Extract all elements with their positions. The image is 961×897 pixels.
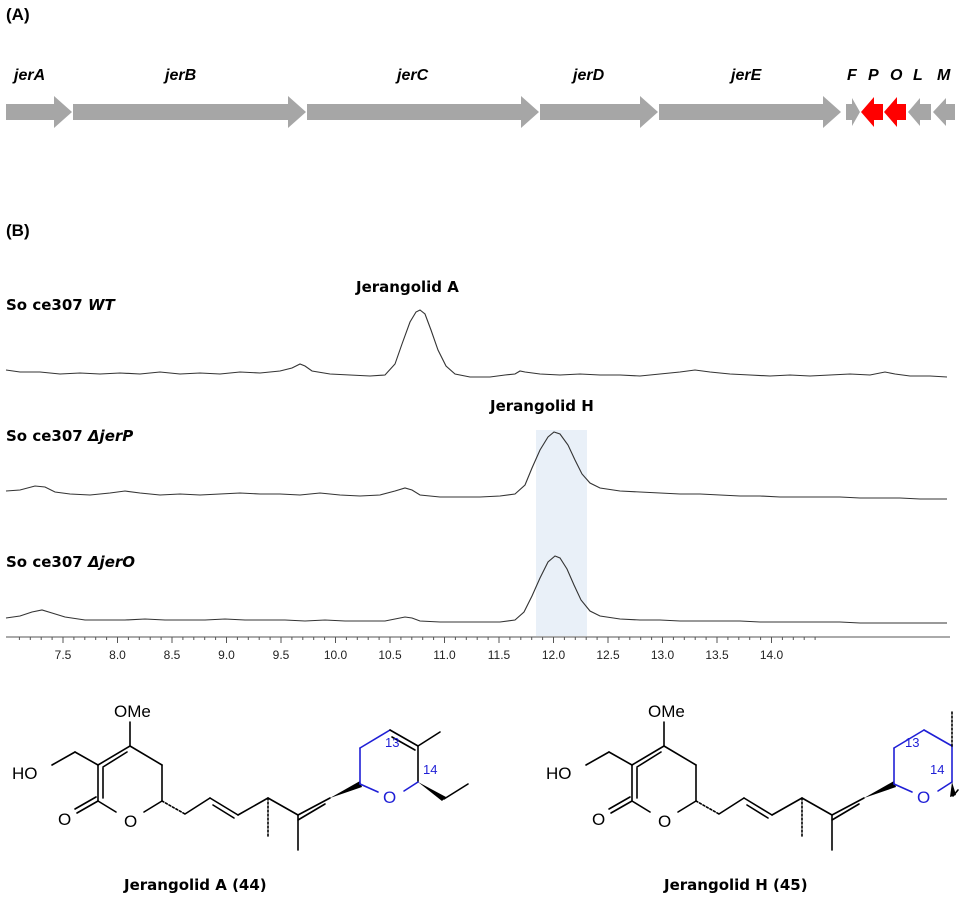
structure-a-bonds xyxy=(51,721,331,851)
atom-a-pyran-o: O xyxy=(383,788,396,807)
panel-a-label: (A) xyxy=(6,5,30,24)
trace-label-wt: So ce307 WT xyxy=(6,296,116,314)
gene-labels: jerA jerB jerC jerD jerE F P O L M xyxy=(12,67,951,84)
major-ticks: 7.5 8.0 8.5 9.0 9.5 10.0 10.5 11.0 11.5 12.0 12.5 1… xyxy=(55,648,784,662)
peak-label-jerangolid-h: Jerangolid H xyxy=(489,397,594,415)
structure-a-ring-bonds xyxy=(330,729,469,801)
gene-arrow-jerE xyxy=(659,96,841,128)
trace-jero xyxy=(5,555,947,624)
label-a-c13: 13 xyxy=(385,735,399,750)
structure-jerangolid-h: OMe HO O O O 13 14 Jerangolid H (45) xyxy=(546,702,959,894)
atom-a-ome: OMe xyxy=(114,702,151,721)
trace-label-jerp: So ce307 ΔjerP xyxy=(6,427,133,445)
peak-label-jerangolid-a: Jerangolid A xyxy=(355,278,459,296)
compound-label-h: Jerangolid H (45) xyxy=(663,876,808,894)
atom-h-carbonyl-o: O xyxy=(592,810,605,829)
gene-arrow-O xyxy=(884,97,906,127)
label-h-c13: 13 xyxy=(905,735,919,750)
x-axis-tick-label: 8.0 xyxy=(109,648,126,662)
x-axis-tick-label: 10.5 xyxy=(378,648,402,662)
gene-label-F: F xyxy=(847,67,858,84)
gene-arrow-P xyxy=(861,97,883,127)
atom-h-ome: OMe xyxy=(648,702,685,721)
x-axis-tick-label: 9.0 xyxy=(218,648,235,662)
gene-label-P: P xyxy=(868,67,879,84)
x-axis-tick-label: 12.5 xyxy=(596,648,620,662)
x-axis-tick-label: 9.5 xyxy=(273,648,290,662)
atom-h-ho: HO xyxy=(546,764,572,783)
gene-arrow-jerA xyxy=(6,96,72,128)
x-axis: 7.5 8.0 8.5 9.0 9.5 10.0 10.5 11.0 11.5 12.0 12.5 1… xyxy=(6,636,950,662)
trace-jerp xyxy=(5,431,947,500)
gene-label-jerE: jerE xyxy=(729,67,763,84)
atom-a-ring-o: O xyxy=(124,812,137,831)
gene-arrow-M xyxy=(933,98,955,126)
gene-label-M: M xyxy=(937,67,951,84)
gene-label-jerC: jerC xyxy=(395,67,429,84)
compound-label-a: Jerangolid A (44) xyxy=(123,876,267,894)
gene-arrow-jerB xyxy=(73,96,306,128)
gene-arrow-jerC xyxy=(307,96,539,128)
gene-arrows xyxy=(6,96,955,128)
gene-label-O: O xyxy=(890,67,903,84)
x-axis-tick-label: 13.0 xyxy=(651,648,675,662)
x-axis-tick-label: 12.0 xyxy=(542,648,566,662)
x-axis-tick-label: 11.5 xyxy=(488,648,511,662)
atom-a-ho: HO xyxy=(12,764,38,783)
label-h-c14: 14 xyxy=(930,762,944,777)
atom-a-carbonyl-o: O xyxy=(58,810,71,829)
panel-b-label: (B) xyxy=(6,221,30,240)
label-a-c14: 14 xyxy=(423,762,437,777)
x-axis-tick-label: 13.5 xyxy=(705,648,729,662)
gene-label-L: L xyxy=(913,67,923,84)
x-axis-tick-label: 14.0 xyxy=(760,648,784,662)
x-axis-tick-label: 8.5 xyxy=(164,648,181,662)
structure-h-bonds xyxy=(585,721,865,851)
x-axis-tick-label: 11.0 xyxy=(433,648,456,662)
trace-label-jero: So ce307 ΔjerO xyxy=(6,553,135,571)
gene-label-jerD: jerD xyxy=(571,67,605,84)
gene-label-jerB: jerB xyxy=(163,67,196,84)
minor-ticks xyxy=(18,637,816,643)
gene-arrow-L xyxy=(908,98,931,126)
structure-h-ring-bonds xyxy=(864,711,959,798)
trace-labels: So ce307 WT So ce307 ΔjerP So ce307 Δjer… xyxy=(6,296,135,571)
trace-wt xyxy=(5,309,948,378)
atom-h-pyran-o: O xyxy=(917,788,930,807)
highlight-band xyxy=(536,430,587,636)
gene-arrow-jerD xyxy=(540,96,658,128)
atom-h-ring-o: O xyxy=(658,812,671,831)
structure-jerangolid-a: OMe HO O O O 13 14 Jerangolid A (44) xyxy=(12,702,469,894)
gene-label-jerA: jerA xyxy=(12,67,45,84)
x-axis-tick-label: 7.5 xyxy=(55,648,72,662)
x-axis-tick-label: 10.0 xyxy=(324,648,348,662)
gene-arrow-F xyxy=(846,98,860,126)
